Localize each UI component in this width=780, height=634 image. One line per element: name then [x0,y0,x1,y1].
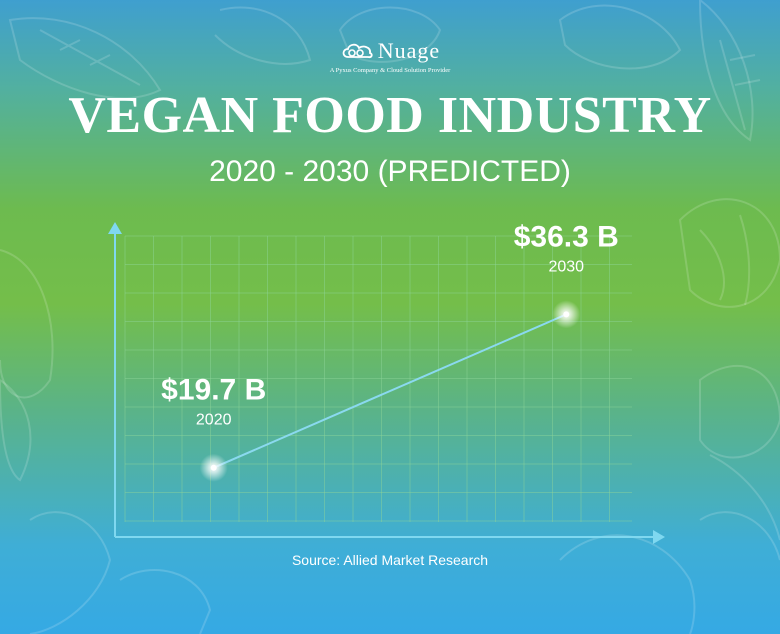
chart-series [199,300,581,482]
data-point [563,311,570,318]
y-axis-arrow [108,222,122,234]
brand-tagline: A Pyxus Company & Cloud Solution Provide… [329,67,451,74]
data-point [210,464,217,471]
page-title: VEGAN FOOD INDUSTRY [68,87,712,144]
brand-name: Nuage [377,38,441,63]
chart-axes [108,222,665,544]
data-label-value: $19.7 B [161,374,266,407]
data-label-value: $36.3 B [514,220,619,253]
data-label-year: 2030 [548,258,584,275]
brand-logo: Nuage A Pyxus Company & Cloud Solution P… [0,38,780,74]
source-note: Source: Allied Market Research [291,552,489,568]
data-label-year: 2020 [196,412,232,429]
x-axis-arrow [653,530,665,544]
page-subtitle: 2020 - 2030 (PREDICTED) [209,155,571,188]
series-line [213,313,567,469]
chart-data-labels: $19.7 B 2020 $36.3 B 2030 [161,220,619,428]
cloud-icon [342,43,373,59]
